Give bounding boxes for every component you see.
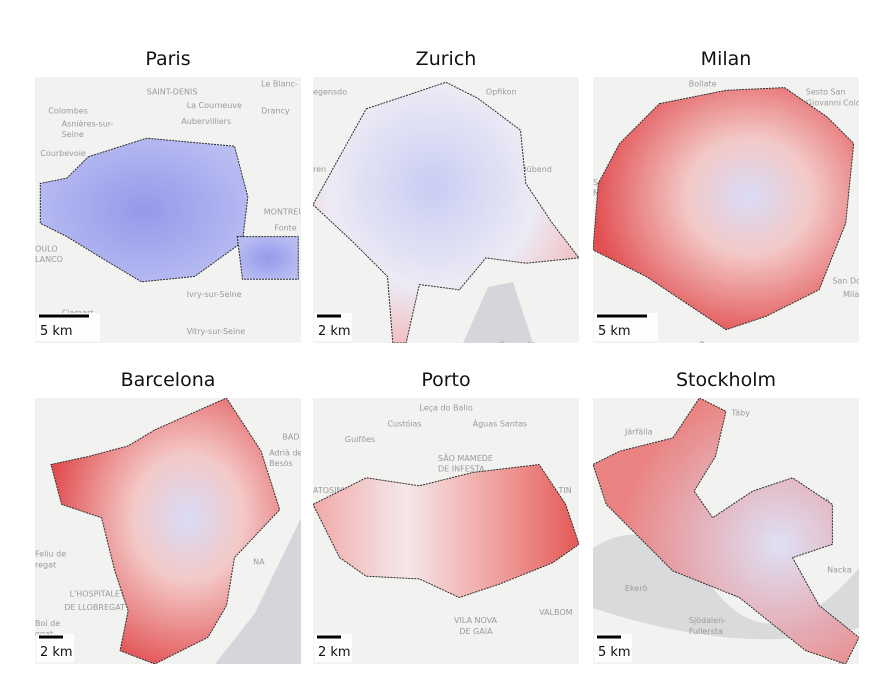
place-label: Besòs	[269, 458, 293, 468]
place-label: Bollate	[689, 80, 717, 89]
hex-region	[236, 236, 299, 280]
place-label: Leça do Balio	[419, 403, 472, 412]
place-label: Guifões	[345, 435, 375, 444]
place-label: Rozzano	[699, 340, 732, 349]
place-label: Drevvik	[838, 661, 869, 670]
place-label: Ekerö	[625, 584, 647, 593]
place-label: Colombes	[48, 106, 88, 115]
place-label: Aubervilliers	[181, 117, 231, 126]
scale-label: 5 km	[40, 324, 73, 339]
place-label: La Courneuve	[187, 101, 242, 110]
place-label: Sjödalen-	[689, 616, 726, 625]
scale-label: 2 km	[40, 645, 73, 660]
scale-box	[594, 313, 658, 341]
panel-title: Milan	[701, 48, 752, 70]
place-label: regat	[35, 560, 56, 569]
place-label: DE INFESTA	[438, 465, 485, 474]
place-label: ren	[313, 165, 326, 174]
place-label: Täby	[730, 409, 750, 418]
place-label: Águas Santas	[473, 417, 527, 428]
hex-region	[50, 398, 281, 664]
scale-box	[314, 313, 352, 341]
place-label: Fullersta	[689, 627, 723, 636]
map-panel: StockholmTäbyJärfällaSolnaLidingöNackaEk…	[593, 369, 869, 670]
map-body: TäbyJärfällaSolnaLidingöNackaEkeröSjödal…	[593, 398, 869, 670]
place-label: L'HOSPITALET	[70, 590, 125, 599]
hex-region	[313, 463, 579, 599]
water	[593, 534, 859, 640]
place-label: Feliu de	[35, 550, 66, 559]
scale-box	[36, 634, 74, 662]
place-label: Asnières-sur-	[62, 119, 114, 129]
scale-label: 5 km	[598, 645, 631, 660]
panel-title: Paris	[145, 48, 190, 70]
place-label: ATOSINHOS	[313, 486, 360, 495]
place-label: Giovanni	[806, 98, 841, 107]
place-label: NA	[253, 558, 265, 567]
map-panel: Paris SAINT-DENIS Le Blanc- Colombes La Cour…	[35, 48, 312, 343]
scale-label: 2 km	[318, 645, 351, 660]
place-label: MONTREUIL	[264, 207, 312, 216]
panel-title: Barcelona	[121, 369, 216, 391]
map-panel: Zurich egensdo Opfikon ren Dübend Kusnacht 2 k…	[313, 48, 579, 349]
place-label: Ivry-sur-Seine	[187, 290, 242, 299]
place-label: egensdo	[313, 88, 347, 97]
hex-region	[39, 137, 249, 283]
place-label: VALBOM	[539, 608, 573, 617]
place-label: Le Blanc-	[261, 80, 298, 89]
place-label: Custóias	[387, 418, 421, 428]
scale-label: 2 km	[318, 324, 351, 339]
place-label: LANCO	[35, 255, 63, 264]
sea	[215, 518, 301, 664]
place-label: Seine	[62, 130, 84, 139]
place-label: OULO	[35, 245, 58, 254]
scale-box	[594, 634, 632, 662]
place-label: Courbevoie	[40, 149, 86, 158]
place-label: SAINT-DENIS	[147, 88, 198, 97]
scale-box	[314, 634, 352, 662]
place-label: Drancy	[261, 106, 290, 115]
place-label: Mila	[843, 290, 859, 299]
scale-label: 5 km	[598, 324, 631, 339]
place-label: SÃO MAMEDE	[438, 453, 493, 463]
panel-title: Porto	[421, 369, 470, 391]
hex-region	[593, 87, 855, 331]
place-label: San Do	[832, 277, 861, 286]
map-body: SAINT-DENIS Le Blanc- Colombes La Courneuve…	[35, 77, 312, 343]
place-label: RIO TIN	[542, 486, 572, 495]
place-label: Opfikon	[486, 88, 517, 97]
hex-region	[313, 81, 579, 343]
place-label: Boi de	[35, 619, 60, 628]
place-label: Nacka	[827, 566, 852, 575]
place-label: DE GAIA	[459, 627, 493, 636]
lake	[463, 282, 533, 343]
hex-region	[593, 398, 859, 664]
map-body: egensdo Opfikon ren Dübend Kusnacht 2 km	[313, 77, 579, 349]
place-label: Clamart	[62, 308, 94, 317]
place-label: Fonte	[274, 223, 296, 232]
place-label: DE LLOBREGAT	[64, 603, 125, 612]
map-panel: Porto Leça do Balio Custóias Águas Santas Gu…	[313, 369, 579, 664]
place-label: Järfälla	[624, 427, 653, 436]
panel-title: Stockholm	[676, 369, 776, 391]
place-label: egat	[35, 629, 53, 638]
place-label: Vitry-sur-Seine	[187, 327, 246, 336]
place-label: Adrià de	[269, 449, 302, 458]
map-body: Leça do Balio Custóias Águas Santas Guifões…	[313, 398, 579, 664]
place-label: VILA NOVA	[454, 616, 498, 625]
place-label: Colo	[843, 98, 861, 107]
scale-box	[36, 313, 100, 341]
panel-title: Zurich	[416, 48, 477, 70]
place-label: Kusnacht	[499, 340, 536, 349]
place-label: Sesto San	[806, 88, 846, 97]
place-label: Dübend	[520, 165, 551, 174]
place-label: BAD	[282, 433, 299, 442]
